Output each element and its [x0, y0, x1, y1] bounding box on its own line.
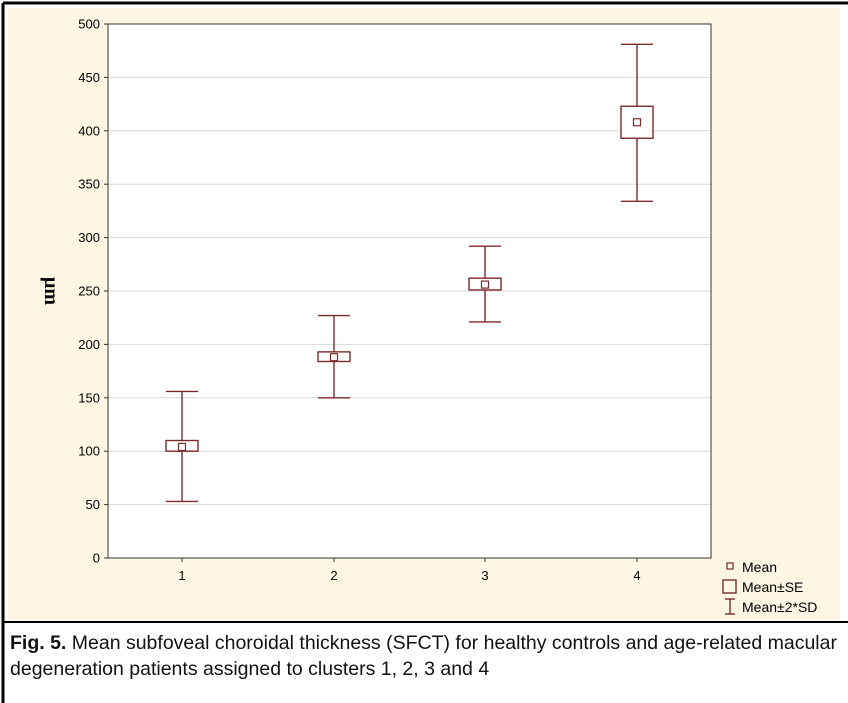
- legend-symbol-se: [722, 579, 737, 594]
- caption-text: Mean subfoveal choroidal thickness (SFCT…: [10, 632, 837, 680]
- mean-point: [329, 353, 339, 362]
- y-tick-label: 500: [78, 17, 100, 32]
- cluster-3-group: [468, 245, 502, 323]
- series-layer: [165, 43, 654, 503]
- figure-caption: Fig. 5. Mean subfoveal choroidal thickne…: [10, 630, 838, 682]
- y-tick-label: 250: [78, 284, 100, 299]
- y-tick-label: 50: [86, 497, 100, 512]
- y-axis-label: µm: [40, 277, 62, 306]
- x-tick-label: 1: [178, 568, 185, 583]
- y-tick-label: 300: [78, 230, 100, 245]
- legend-label-se: Mean±SE: [742, 579, 803, 595]
- cluster-4-group: [620, 43, 654, 202]
- y-axis: 0 50 100 150 200 250 300 350 400 450 500: [78, 17, 108, 566]
- legend-symbol-sd: [725, 598, 735, 615]
- x-tick-label: 2: [330, 568, 337, 583]
- legend-label-sd: Mean±2*SD: [742, 599, 817, 615]
- legend-symbol-mean: [726, 562, 734, 570]
- y-tick-label: 400: [78, 123, 100, 138]
- mean-point: [632, 118, 642, 127]
- y-tick-label: 350: [78, 177, 100, 192]
- mean-point: [177, 442, 187, 452]
- x-tick-label: 4: [633, 568, 640, 583]
- legend: Mean Mean±SE Mean±2*SD: [722, 559, 817, 615]
- x-axis: 1 2 3 4: [178, 558, 641, 583]
- y-tick-label: 150: [78, 390, 100, 405]
- caption-label: Fig. 5.: [10, 632, 67, 654]
- cluster-2-group: [317, 314, 351, 399]
- y-tick-label: 200: [78, 337, 100, 352]
- legend-label-mean: Mean: [742, 559, 777, 575]
- grid-lines: [108, 76, 711, 506]
- y-tick-label: 100: [78, 444, 100, 459]
- cluster-1-group: [165, 390, 199, 503]
- mean-point: [480, 280, 490, 289]
- y-tick-label: 0: [93, 551, 100, 566]
- x-tick-label: 3: [481, 568, 488, 583]
- y-tick-label: 450: [78, 70, 100, 85]
